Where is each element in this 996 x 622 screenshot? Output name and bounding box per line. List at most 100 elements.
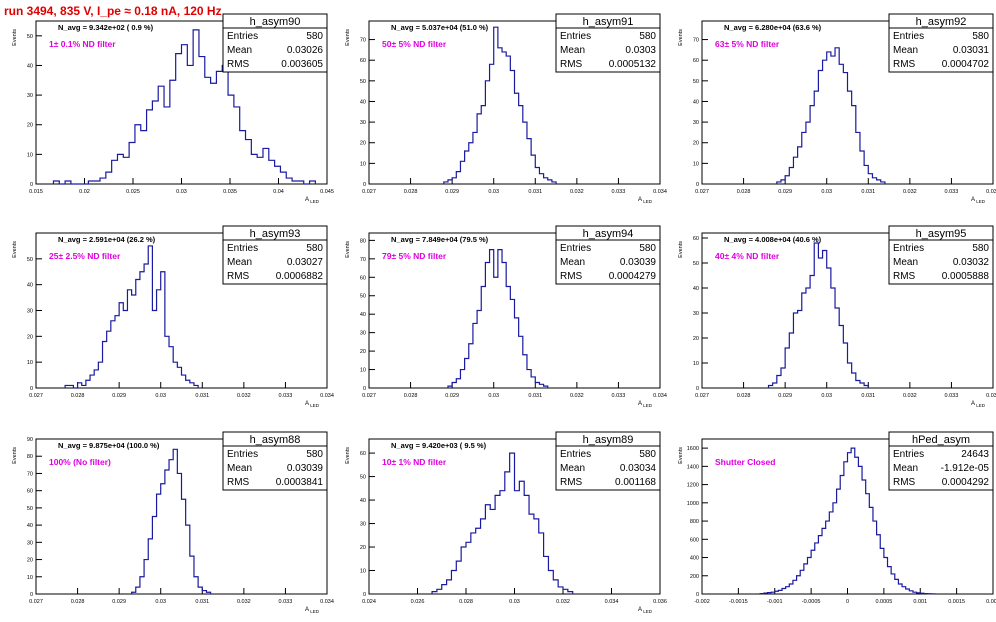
- stat-label: Mean: [227, 45, 252, 56]
- x-tick-label: 0.028: [71, 599, 85, 605]
- histogram-bin: [161, 272, 165, 388]
- x-tick-label: 0.026: [411, 599, 425, 605]
- histogram-bin: [913, 592, 917, 594]
- x-tick-label: 0.032: [903, 393, 917, 399]
- stats-box: [888, 27, 994, 73]
- histogram-bin: [823, 251, 827, 389]
- histogram-bin: [815, 543, 819, 594]
- histogram-bin: [852, 373, 856, 388]
- y-tick-label: 60: [360, 58, 366, 64]
- stat-label: RMS: [227, 271, 250, 282]
- stat-value: 580: [306, 31, 323, 42]
- y-axis-title: Events: [345, 29, 351, 46]
- stats-box: [555, 445, 661, 491]
- stat-label: RMS: [893, 59, 916, 70]
- histogram-bin: [840, 475, 844, 594]
- x-tick-label: 0.028: [404, 393, 418, 399]
- histogram-bin: [170, 80, 176, 184]
- histogram-bin: [510, 71, 514, 184]
- y-tick-label: 50: [693, 79, 699, 85]
- stat-value: 580: [639, 449, 656, 460]
- y-tick-label: 50: [693, 261, 699, 267]
- histogram-bin: [65, 181, 71, 184]
- x-tick-label: 0.028: [459, 599, 473, 605]
- histogram-bin: [909, 591, 913, 594]
- x-tick-label: 0.03: [155, 393, 166, 399]
- histogram-bin: [833, 503, 837, 594]
- histogram-bin: [814, 91, 818, 184]
- histogram-bin: [888, 567, 892, 594]
- histogram-bin: [777, 376, 781, 389]
- x-tick-label: 0.03: [821, 189, 832, 195]
- x-tick-label: 0.029: [445, 189, 459, 195]
- histogram-bin: [194, 385, 198, 388]
- histogram-bin: [798, 147, 802, 184]
- histogram-bin: [448, 180, 452, 184]
- histogram-bin: [177, 367, 181, 388]
- histogram-bin: [437, 589, 442, 594]
- y-axis-title: Events: [678, 29, 684, 46]
- histogram-bin: [148, 539, 152, 594]
- histogram-bin: [132, 592, 136, 594]
- x-tick-label: 0.031: [195, 599, 209, 605]
- histogram-bin: [103, 342, 107, 389]
- y-tick-label: 30: [360, 522, 366, 528]
- histogram-bin: [466, 542, 471, 594]
- y-tick-label: 10: [693, 161, 699, 167]
- y-tick-label: 30: [27, 540, 33, 546]
- histogram-bin: [553, 580, 558, 594]
- histogram-bin: [485, 81, 489, 184]
- y-tick-label: 50: [27, 257, 33, 263]
- histogram-bin: [498, 48, 502, 184]
- histogram-bin: [485, 263, 489, 388]
- histogram-bin: [848, 363, 852, 388]
- x-tick-label: 0.033: [279, 599, 293, 605]
- histogram-bin: [786, 587, 790, 594]
- histogram-bin: [829, 512, 833, 594]
- x-axis-title: A LED: [638, 197, 653, 204]
- y-tick-label: 10: [360, 569, 366, 575]
- x-tick-label: 0.03: [155, 599, 166, 605]
- histogram-series: [131, 448, 212, 594]
- histogram-bin: [764, 593, 768, 594]
- plot-frame: [368, 232, 661, 389]
- stat-label: RMS: [560, 477, 583, 488]
- histogram-bin: [881, 182, 885, 184]
- histogram-bin: [432, 592, 437, 594]
- y-tick-label: 60: [693, 58, 699, 64]
- y-tick-label: 80: [360, 238, 366, 244]
- histogram-bin: [141, 131, 147, 184]
- histogram-series: [447, 249, 549, 388]
- histogram-bin: [558, 587, 563, 594]
- histogram-bin: [481, 106, 485, 184]
- histogram-bin: [519, 336, 523, 388]
- stat-label: Entries: [893, 243, 924, 254]
- histogram-bin: [839, 64, 843, 184]
- histogram-bin: [135, 125, 141, 184]
- histogram-bin: [534, 519, 539, 594]
- histogram-series: [767, 242, 869, 388]
- histogram-bin: [510, 299, 514, 388]
- histogram-bin: [785, 176, 789, 184]
- histogram-bin: [891, 574, 895, 594]
- histogram-bin: [822, 528, 826, 594]
- y-tick-label: 0: [363, 182, 366, 188]
- histogram-bin: [216, 71, 222, 184]
- histogram-bin: [477, 311, 481, 389]
- histogram-bin: [515, 318, 519, 388]
- histogram-bin: [469, 143, 473, 184]
- y-tick-label: 20: [360, 349, 366, 355]
- histogram-bin: [205, 77, 211, 184]
- y-tick-label: 40: [693, 286, 699, 292]
- stat-value: 0.03039: [287, 463, 324, 474]
- x-tick-label: 0.045: [320, 189, 334, 195]
- histogram-panel-h_asym95: 0.027 0.028 0.029 0.03 0.031 0.032 0.033 0.034 0…: [678, 225, 996, 408]
- stat-value: 0.03034: [620, 463, 657, 474]
- histogram-bin: [469, 344, 473, 388]
- histogram-bin: [856, 132, 860, 184]
- filter-annotation: 10± 1% ND filter: [382, 457, 447, 467]
- histogram-bin: [793, 313, 797, 388]
- x-tick-label: 0.029: [778, 393, 792, 399]
- x-axis-title-main: A: [638, 197, 642, 203]
- histogram-bin: [88, 181, 94, 184]
